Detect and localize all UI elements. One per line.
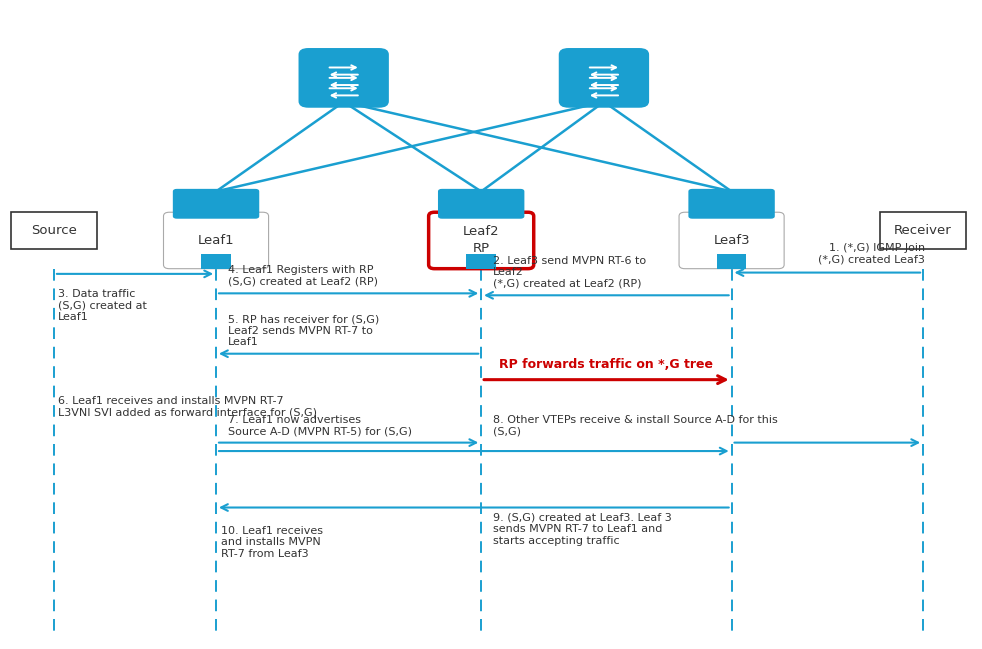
Text: 1. (*,G) IGMP Join
(*,G) created Leaf3: 1. (*,G) IGMP Join (*,G) created Leaf3: [818, 243, 925, 264]
Text: 2. Leaf3 send MVPN RT-6 to
Leaf2
(*,G) created at Leaf2 (RP): 2. Leaf3 send MVPN RT-6 to Leaf2 (*,G) c…: [493, 256, 646, 289]
Text: 9. (S,G) created at Leaf3. Leaf 3
sends MVPN RT-7 to Leaf1 and
starts accepting : 9. (S,G) created at Leaf3. Leaf 3 sends …: [493, 513, 672, 546]
Bar: [717, 254, 746, 269]
FancyBboxPatch shape: [688, 189, 775, 219]
Text: RP forwards traffic on *,G tree: RP forwards traffic on *,G tree: [500, 358, 713, 371]
Text: 6. Leaf1 receives and installs MVPN RT-7
L3VNI SVI added as forward interface fo: 6. Leaf1 receives and installs MVPN RT-7…: [58, 396, 317, 417]
Text: 8. Other VTEPs receive & install Source A-D for this
(S,G): 8. Other VTEPs receive & install Source …: [493, 415, 778, 436]
Text: 7. Leaf1 now advertises
Source A-D (MVPN RT-5) for (S,G): 7. Leaf1 now advertises Source A-D (MVPN…: [228, 415, 411, 436]
Text: 4. Leaf1 Registers with RP
(S,G) created at Leaf2 (RP): 4. Leaf1 Registers with RP (S,G) created…: [228, 265, 378, 287]
FancyBboxPatch shape: [438, 189, 524, 219]
FancyBboxPatch shape: [163, 212, 268, 269]
Text: Leaf2
RP: Leaf2 RP: [463, 225, 500, 256]
FancyBboxPatch shape: [173, 189, 259, 219]
Text: Source: Source: [31, 224, 77, 237]
FancyBboxPatch shape: [299, 48, 389, 108]
Bar: [466, 254, 496, 269]
Text: Receiver: Receiver: [895, 224, 952, 237]
Text: 3. Data traffic
(S,G) created at
Leaf1: 3. Data traffic (S,G) created at Leaf1: [58, 289, 147, 322]
Bar: [201, 254, 231, 269]
Bar: [11, 212, 97, 249]
FancyBboxPatch shape: [679, 212, 784, 269]
Text: Leaf3: Leaf3: [713, 234, 750, 247]
Text: 10. Leaf1 receives
and installs MVPN
RT-7 from Leaf3: 10. Leaf1 receives and installs MVPN RT-…: [221, 526, 323, 559]
FancyBboxPatch shape: [428, 212, 534, 269]
Text: Leaf1: Leaf1: [197, 234, 235, 247]
FancyBboxPatch shape: [559, 48, 649, 108]
Text: 5. RP has receiver for (S,G)
Leaf2 sends MVPN RT-7 to
Leaf1: 5. RP has receiver for (S,G) Leaf2 sends…: [228, 314, 379, 347]
Bar: [880, 212, 966, 249]
